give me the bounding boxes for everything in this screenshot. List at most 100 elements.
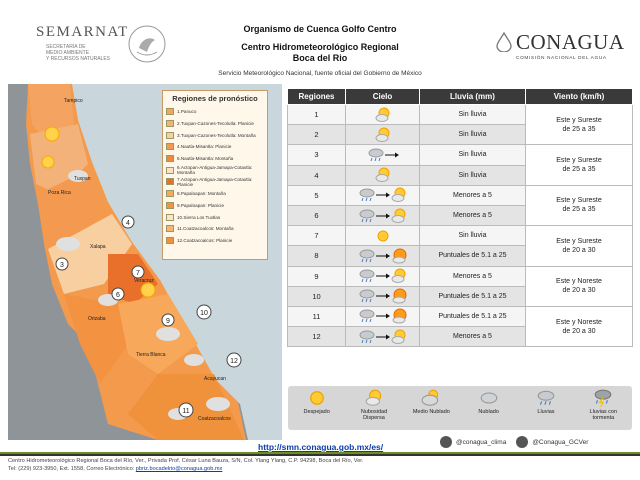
wind-speed: de 20 a 30 [562,287,596,295]
legend-swatch [166,225,174,233]
legend-swatch [166,236,174,244]
sky-icon-legend: Despejado Nubosidad Dispersa Medio Nublado… [288,386,632,430]
sky-cell [345,103,420,126]
region-cell: 7 [287,225,346,247]
wind-direction: Este y Sureste [556,197,602,205]
sky-legend-item: Medio Nublado [408,388,454,415]
legend-swatch [166,143,174,151]
twitter-handle-2[interactable]: @Conagua_GCVer [532,438,589,446]
legend-label: 6.Actopan-Antigua-Jamapa-Cotaxtla: Monta… [177,165,253,176]
forecast-table: Regiones Cielo Lluvia (mm) Viento (km/h)… [287,88,633,348]
legend-label: 12.Coatzacoalcos: Planicie [177,237,233,243]
sky-legend-item: Nublado [466,388,512,415]
sky-icon [346,287,419,306]
semarnat-logo: SEMARNAT SECRETARÍA DE MEDIO AMBIENTE Y … [28,22,128,72]
legend-swatch [166,108,174,116]
legend-item: 1.Panuco [163,106,267,118]
conagua-wordmark: CONAGUA [516,30,625,54]
sun-icon [294,388,340,408]
legend-label: 1.Panuco [177,109,197,115]
sky-icon [346,226,419,245]
sky-cell [345,326,420,348]
rain-cell: Menores a 5 [419,326,526,348]
twitter-icon [440,436,452,448]
legend-label: 3.Tuxpan-Cazones-Tecolutla: Montaña [177,132,256,138]
conagua-subtitle: COMISIÓN NACIONAL DEL AGUA [516,56,607,61]
region-cell: 2 [287,124,346,146]
legend-swatch [166,166,174,174]
footer-email[interactable]: pbriz.bocadelrio@conagua.gob.mx [135,466,223,472]
sky-icon [346,125,419,144]
legend-label: 4.Nautla-Misantla: Planicie [177,144,232,150]
cloud-icon [466,388,512,408]
smn-link[interactable]: http://smn.conagua.gob.mx/es/ [258,442,384,452]
svg-text:3: 3 [60,262,64,269]
rain-cell: Menores a 5 [419,265,526,287]
legend-item: 8.Papaloapan: Montaña [163,188,267,200]
sky-icon [346,166,419,185]
sky-legend-item: Lluvias [523,388,569,415]
wind-cell: Este y Noreste de 20 a 30 [525,265,633,307]
legend-label: 8.Papaloapan: Montaña [177,191,226,197]
sky-icon [346,186,419,205]
regions-map: 4 7 6 9 10 12 11 3 Tampico Tuxpan Poza R… [8,84,282,440]
col-header-regions: Regiones [287,88,346,105]
sky-icon [346,206,419,225]
svg-text:11: 11 [182,408,189,415]
region-cell: 6 [287,204,346,227]
legend-title: Regiones de pronóstico [172,94,258,103]
sky-cell [345,184,420,206]
sky-legend-label: Medio Nublado [412,409,450,415]
sky-legend-label: Lluvias con tormenta [589,409,618,421]
map-label: Acayucan [204,376,226,382]
map-label: Xalapa [90,244,106,250]
conagua-logo: CONAGUA COMISIÓN NACIONAL DEL AGUA [494,30,624,70]
sky-icon [346,105,419,124]
map-label: Tampico [64,98,83,104]
svg-text:4: 4 [126,220,130,227]
legend-label: 5.Nautla-Misantla: Montaña [177,156,234,162]
rain-icon [523,388,569,408]
rain-cell: Menores a 5 [419,184,526,206]
wind-cell: Este y Sureste de 20 a 30 [525,225,633,267]
storm-icon [580,388,626,408]
location-title: Boca del Rio [292,53,348,63]
regions-legend: Regiones de pronóstico 1.Panuco 2.Tuxpan-… [162,90,268,260]
sky-legend-item: Nubosidad Dispersa [351,388,397,421]
footer-address: Centro Hidrometeorológico Regional Boca … [8,458,364,464]
wind-speed: de 25 a 35 [562,125,596,133]
table-row: 12 Menores a 5 [287,326,633,348]
sky-icon [346,267,419,286]
twitter-handle-1[interactable]: @conagua_clima [456,438,507,446]
sky-cell [345,285,420,307]
table-row: 9 Menores a 5 Este y Noreste de 20 a 30 [287,265,633,307]
legend-item: 4.Nautla-Misantla: Planicie [163,141,267,153]
sky-legend-label: Despejado [303,409,330,415]
table-row: 1 Sin lluvia Este y Sureste de 25 a 35 [287,103,633,146]
svg-text:10: 10 [200,310,208,317]
wind-direction: Este y Sureste [556,237,602,245]
svg-text:9: 9 [166,318,170,325]
wind-direction: Este y Sureste [556,116,602,124]
semarnat-subtitle: SECRETARÍA DE MEDIO AMBIENTE Y RECURSOS … [46,44,110,62]
svg-text:7: 7 [136,270,140,277]
svg-text:6: 6 [116,292,120,299]
wind-cell: Este y Sureste de 25 a 35 [525,144,633,186]
legend-item: 3.Tuxpan-Cazones-Tecolutla: Montaña [163,129,267,141]
wind-cell: Este y Sureste de 25 a 35 [525,103,633,146]
map-label: Coatzacoalcos [198,416,231,422]
table-row: 5 Menores a 5 Este y Sureste de 25 a 35 [287,184,633,227]
wind-speed: de 20 a 30 [562,327,596,335]
wind-cell: Este y Noreste de 20 a 30 [525,305,633,348]
sky-legend-item: Lluvias con tormenta [580,388,626,421]
rain-cell: Sin lluvia [419,144,526,166]
wind-speed: de 25 a 35 [562,206,596,214]
legend-item: 12.Coatzacoalcos: Planicie [163,235,267,247]
rain-cell: Sin lluvia [419,164,526,186]
legend-swatch [166,201,174,209]
rain-cell: Menores a 5 [419,204,526,227]
region-cell: 11 [287,305,346,328]
sky-legend-label: Nubosidad Dispersa [360,409,388,421]
sky-cell [345,265,420,287]
map-label: Poza Rica [48,190,71,196]
